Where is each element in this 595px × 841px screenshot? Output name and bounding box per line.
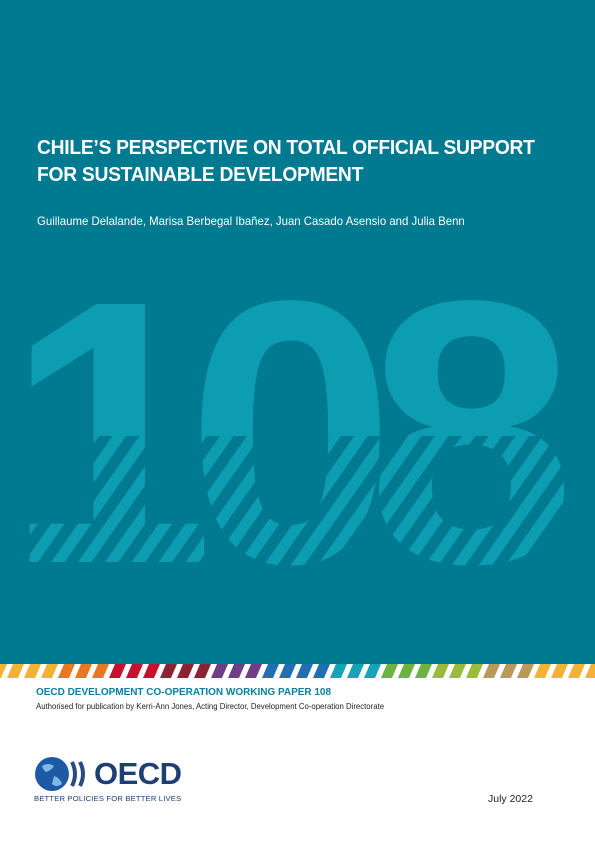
stripe-segment xyxy=(143,664,160,678)
stripe-segment xyxy=(585,664,595,678)
stripe-segment xyxy=(517,664,534,678)
stripe-segment xyxy=(41,664,58,678)
publication-date: July 2022 xyxy=(488,793,533,805)
stripe-segment xyxy=(534,664,551,678)
title-line-1: CHILE’S PERSPECTIVE ON TOTAL OFFICIAL SU… xyxy=(37,136,535,159)
stripe-segment xyxy=(568,664,585,678)
svg-text:108: 108 xyxy=(6,290,566,580)
stripe-segment xyxy=(449,664,466,678)
number-108-hatched: 108 xyxy=(6,290,594,580)
stripe-segment xyxy=(24,664,41,678)
stripe-segment xyxy=(398,664,415,678)
stripe-segment xyxy=(211,664,228,678)
stripe-segment xyxy=(313,664,330,678)
stripe-segment xyxy=(75,664,92,678)
globe-icon xyxy=(35,757,85,791)
report-title: CHILE’S PERSPECTIVE ON TOTAL OFFICIAL SU… xyxy=(37,134,535,188)
stripe-segment xyxy=(228,664,245,678)
stripe-segment xyxy=(296,664,313,678)
stripe-segment xyxy=(415,664,432,678)
stripe-segment xyxy=(483,664,500,678)
svg-text:108: 108 xyxy=(6,290,566,580)
stripe-segment xyxy=(245,664,262,678)
stripe-segment xyxy=(126,664,143,678)
stripe-segment xyxy=(381,664,398,678)
stripe-segment xyxy=(7,664,24,678)
oecd-wordmark: OECD xyxy=(94,756,182,791)
authorisation-text: Authorised for publication by Kerri-Ann … xyxy=(36,702,385,711)
stripe-segment xyxy=(92,664,109,678)
author-list: Guillaume Delalande, Marisa Berbegal Iba… xyxy=(37,214,465,228)
title-line-2: FOR SUSTAINABLE DEVELOPMENT xyxy=(37,163,364,186)
stripe-segment xyxy=(279,664,296,678)
stripe-segment xyxy=(262,664,279,678)
stripe-segment xyxy=(330,664,347,678)
stripe-segment xyxy=(109,664,126,678)
stripe-segment xyxy=(160,664,177,678)
stripe-segment xyxy=(347,664,364,678)
number-108-solid: 108 xyxy=(6,290,594,580)
stripe-segment xyxy=(364,664,381,678)
cover-panel: CHILE’S PERSPECTIVE ON TOTAL OFFICIAL SU… xyxy=(0,0,595,664)
oecd-tagline: BETTER POLICIES FOR BETTER LIVES xyxy=(34,794,182,803)
stripe-segment xyxy=(551,664,568,678)
stripe-segment xyxy=(177,664,194,678)
stripe-segment xyxy=(58,664,75,678)
stripe-segment xyxy=(0,664,7,678)
color-stripe-bar xyxy=(0,664,595,678)
stripe-segment xyxy=(466,664,483,678)
stripe-segment xyxy=(500,664,517,678)
series-title: OECD DEVELOPMENT CO-OPERATION WORKING PA… xyxy=(36,686,332,698)
paper-number-graphic: 108 108 xyxy=(6,290,594,580)
oecd-logo: OECD BETTER POLICIES FOR BETTER LIVES xyxy=(34,756,194,808)
stripe-segment xyxy=(432,664,449,678)
stripe-segment xyxy=(194,664,211,678)
